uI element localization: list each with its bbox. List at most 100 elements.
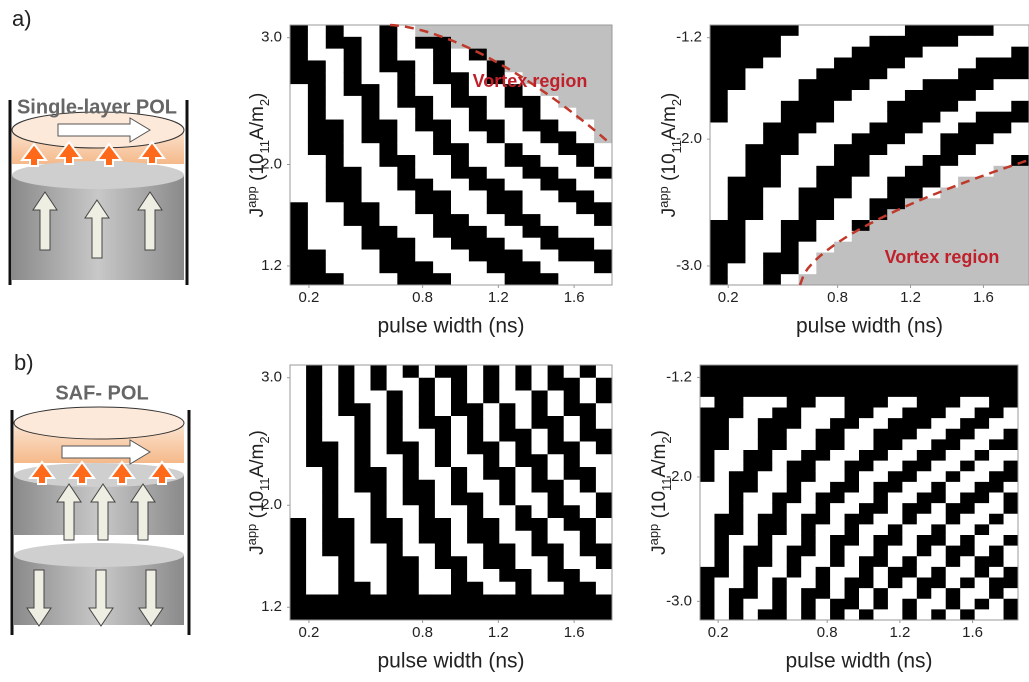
map-cell xyxy=(710,90,729,102)
map-cell xyxy=(579,594,597,608)
map-cell xyxy=(531,479,548,493)
map-cell xyxy=(290,492,307,506)
map-cell xyxy=(772,524,788,536)
map-cell xyxy=(786,545,802,557)
map-cell xyxy=(531,492,548,506)
map-cell xyxy=(1011,111,1029,123)
y-axis-label-part: A/m xyxy=(247,444,268,478)
map-cell xyxy=(710,25,729,37)
map-cell xyxy=(307,225,327,239)
map-cell xyxy=(499,505,516,519)
map-cell xyxy=(504,178,523,191)
map-cell xyxy=(801,386,817,398)
map-cell xyxy=(307,95,327,109)
map-cell xyxy=(451,178,470,191)
map-cell xyxy=(859,545,874,557)
map-cell xyxy=(916,598,932,610)
map-cell xyxy=(386,428,404,442)
map-cell xyxy=(798,25,817,37)
map-cell xyxy=(515,581,532,595)
map-cell xyxy=(397,72,416,85)
map-cell xyxy=(974,481,990,493)
map-cell xyxy=(354,441,371,455)
map-cell xyxy=(815,556,831,568)
map-cell xyxy=(757,535,773,547)
map-cell xyxy=(958,133,977,145)
x-axis-label: pulse width (ns) xyxy=(785,650,932,673)
map-cell xyxy=(786,535,802,547)
map-cell xyxy=(397,225,416,239)
map-cell xyxy=(745,90,764,102)
map-cell xyxy=(595,365,613,379)
map-cell xyxy=(700,535,715,547)
map-cell xyxy=(710,187,729,199)
map-cell xyxy=(700,492,715,504)
map-cell xyxy=(594,95,613,109)
map-cell xyxy=(710,133,729,145)
map-cell xyxy=(834,122,853,134)
map-cell xyxy=(798,230,817,243)
map-cell xyxy=(379,25,398,38)
map-cell xyxy=(1003,407,1019,419)
map-cell xyxy=(386,569,404,583)
plot-frame xyxy=(289,364,613,621)
map-cell xyxy=(531,530,548,544)
map-cell xyxy=(558,84,577,97)
map-cell xyxy=(844,566,860,578)
map-cell xyxy=(451,119,470,132)
map-cell xyxy=(974,566,990,578)
map-cell xyxy=(522,273,541,286)
map-cell xyxy=(772,396,788,408)
map-cell xyxy=(468,25,488,38)
map-cell xyxy=(558,273,577,286)
map-cell xyxy=(714,481,730,493)
map-cell xyxy=(290,569,307,583)
map-cell xyxy=(343,166,362,180)
y-axis-label: Japp (1011A/m2) xyxy=(244,430,272,555)
map-cell xyxy=(989,439,1004,451)
map-cell xyxy=(869,57,888,69)
map-cell xyxy=(772,375,788,387)
map-cell xyxy=(307,214,327,227)
map-cell xyxy=(338,377,355,391)
map-cell xyxy=(547,518,565,532)
map-cell xyxy=(958,274,977,286)
map-cell xyxy=(1003,598,1019,610)
map-cell xyxy=(451,556,468,570)
map-cell xyxy=(451,569,468,583)
map-cell xyxy=(714,566,730,578)
map-cell xyxy=(576,36,595,50)
map-cell xyxy=(958,187,977,199)
map-cell xyxy=(798,90,817,102)
map-cell xyxy=(379,273,398,286)
map-cell xyxy=(415,249,434,262)
map-cell xyxy=(515,390,532,404)
map-cell xyxy=(757,450,773,462)
map-cell xyxy=(960,503,976,515)
map-cell xyxy=(540,48,559,61)
map-cell xyxy=(786,428,802,440)
map-cell xyxy=(904,122,924,134)
map-cell xyxy=(743,598,759,610)
map-cell xyxy=(433,60,452,73)
map-cell xyxy=(595,441,613,455)
map-cell xyxy=(887,100,906,113)
map-cell xyxy=(563,556,581,570)
map-cell xyxy=(960,428,976,440)
map-cell xyxy=(307,237,327,250)
map-cell xyxy=(816,122,835,134)
map-cell xyxy=(801,471,817,483)
map-cell xyxy=(922,230,941,243)
x-tick-label: 1.6 xyxy=(973,289,994,306)
map-cell xyxy=(290,261,309,274)
y-tick-label: -1.2 xyxy=(676,29,702,46)
map-cell xyxy=(306,518,323,532)
map-cell xyxy=(290,530,307,544)
map-cell xyxy=(801,439,817,451)
map-cell xyxy=(325,72,345,85)
map-cell xyxy=(816,155,835,167)
map-cell xyxy=(743,609,759,621)
map-cell xyxy=(468,95,488,109)
map-cell xyxy=(379,202,398,215)
map-cell xyxy=(579,416,597,430)
